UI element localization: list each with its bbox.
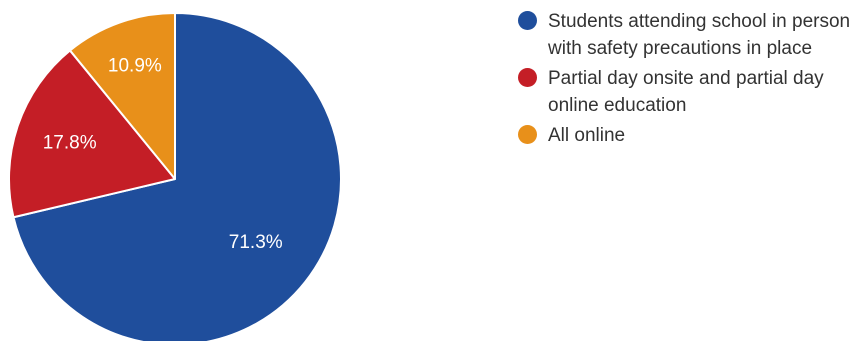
legend-label-in-person: Students attending school in person with… <box>548 11 851 59</box>
pie-chart: 71.3% 17.8% 10.9% <box>8 12 342 341</box>
pie-slice-online <box>68 12 176 180</box>
pie-slice-partial <box>8 49 176 219</box>
legend-swatch-partial <box>518 68 537 87</box>
pie-data-labels: 71.3% 17.8% 10.9% <box>43 55 283 252</box>
legend-swatch-in-person <box>518 11 537 30</box>
data-label-online: 10.9% <box>108 55 162 76</box>
legend-item-partial: Partial day onsite and partial day onlin… <box>518 65 853 119</box>
legend-item-in-person: Students attending school in person with… <box>518 8 853 62</box>
data-label-partial: 17.8% <box>43 132 97 153</box>
legend-item-online: All online <box>518 122 853 149</box>
legend-label-partial: Partial day onsite and partial day onlin… <box>548 68 824 116</box>
legend-label-online: All online <box>548 125 626 146</box>
pie-slices <box>8 12 342 341</box>
legend-swatch-online <box>518 125 537 144</box>
data-label-in-person: 71.3% <box>229 232 283 253</box>
chart-legend: Students attending school in person with… <box>518 8 853 152</box>
pie-slice-in-person <box>12 12 342 341</box>
